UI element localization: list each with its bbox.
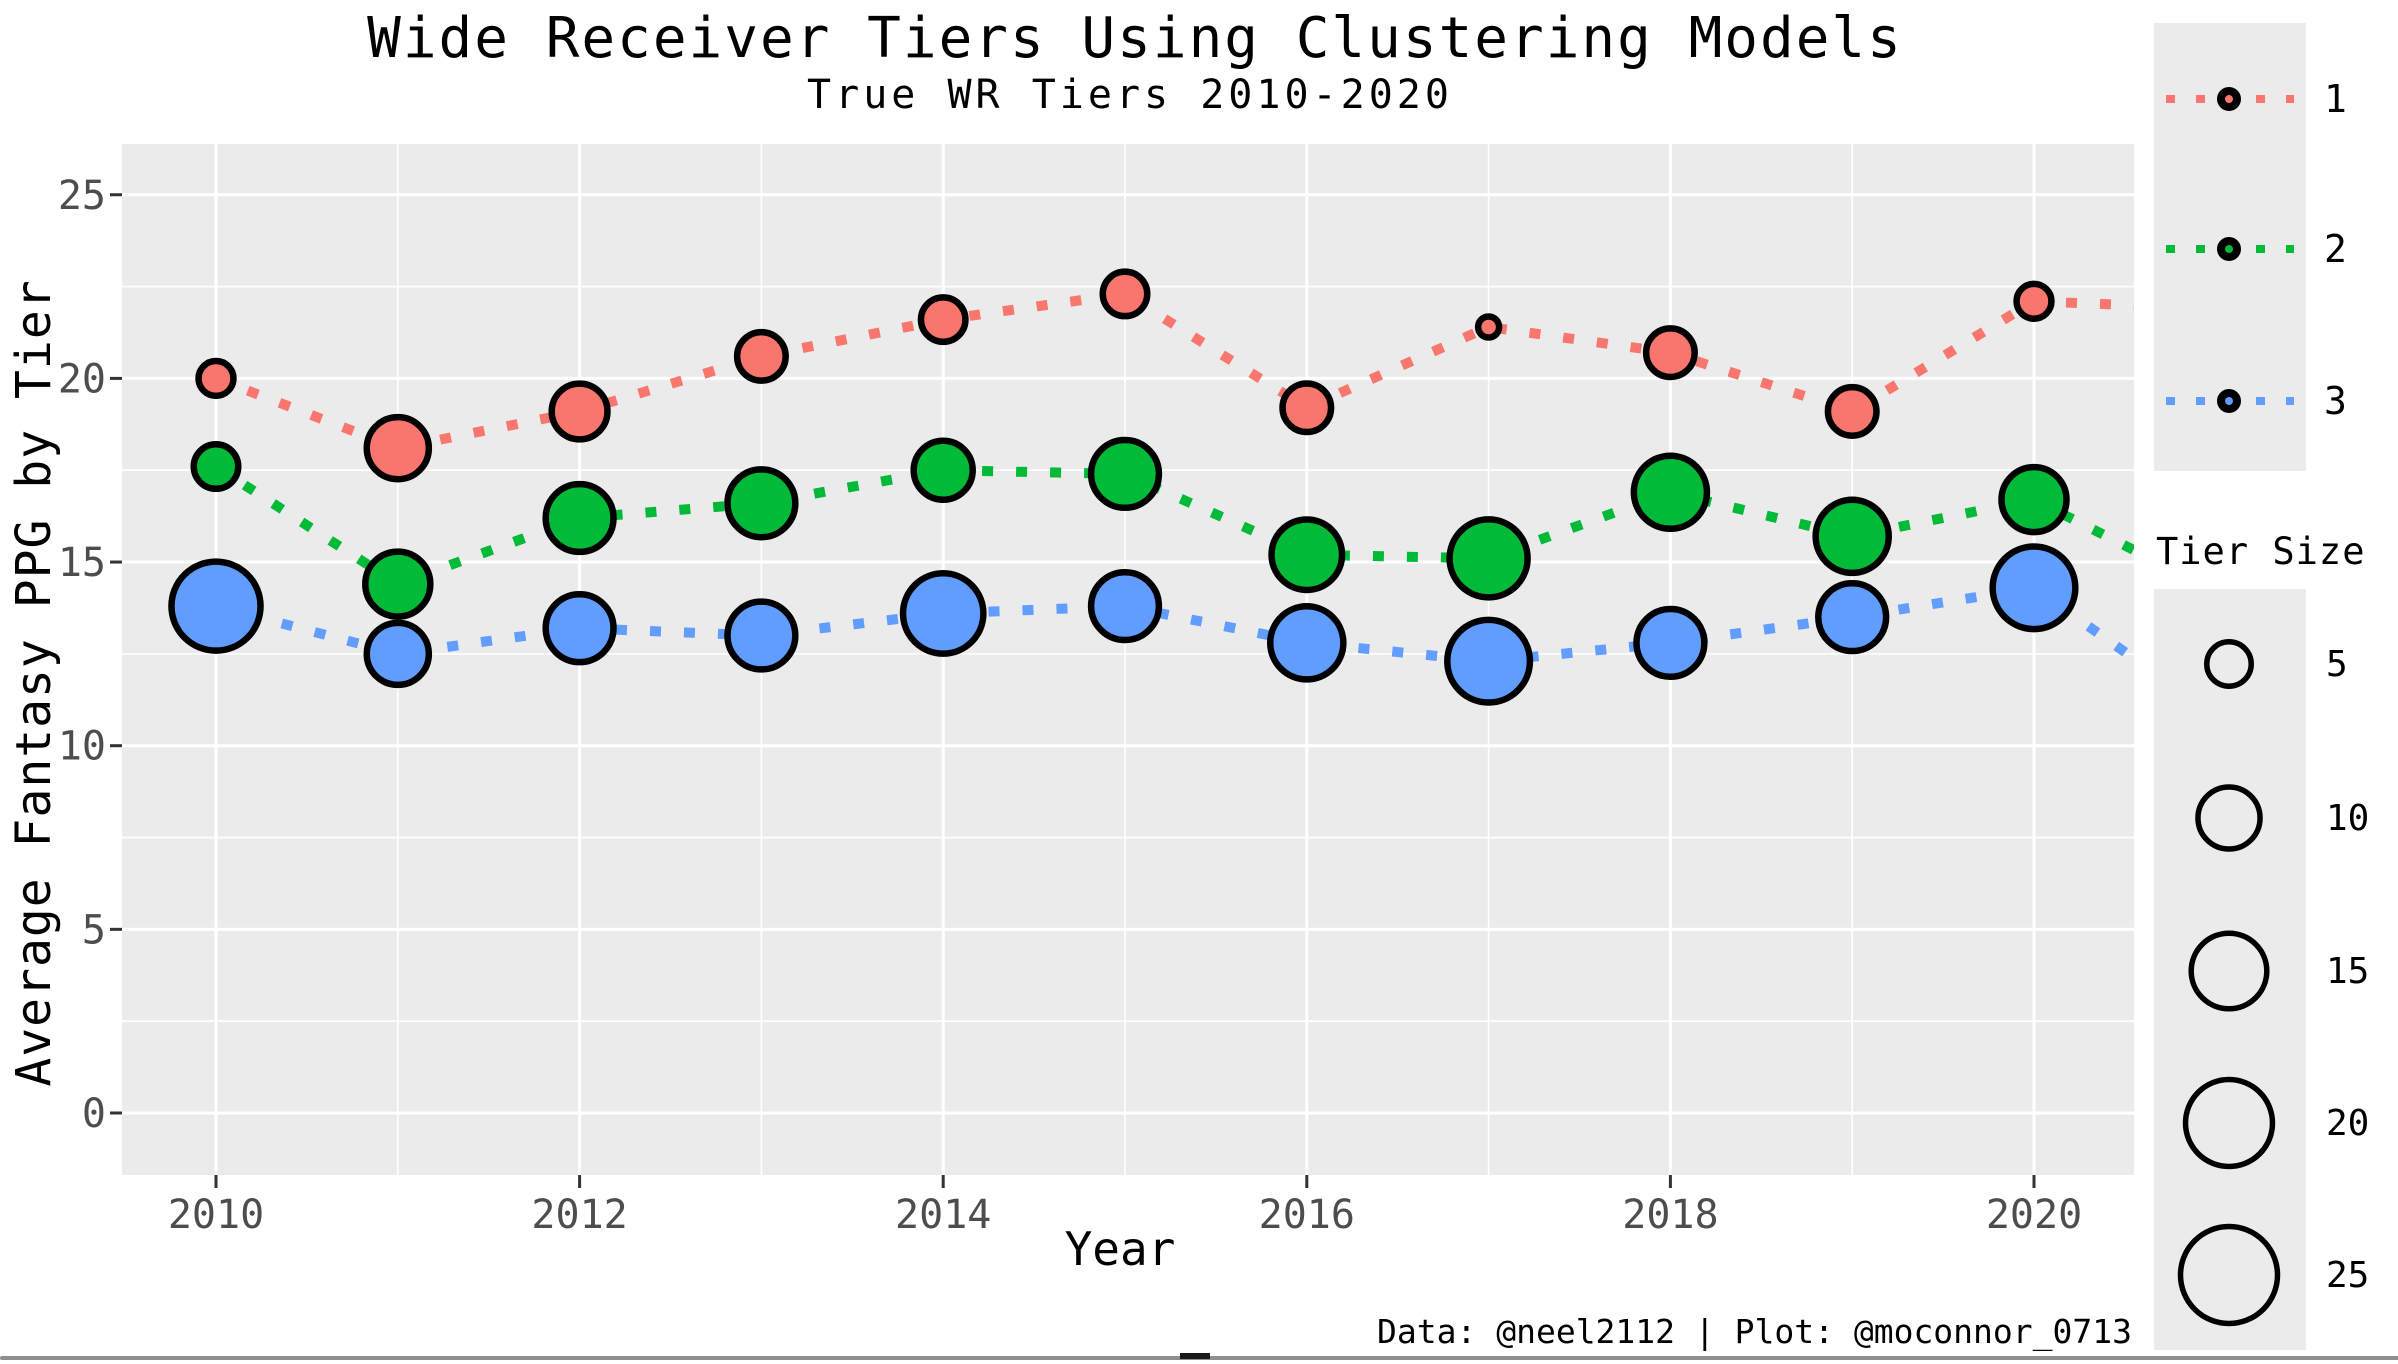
y-tick-label: 15 — [58, 540, 106, 586]
tier-legend-label-2: 2 — [2324, 227, 2347, 271]
y-tick-label: 25 — [58, 173, 106, 219]
size-legend-label-5: 5 — [2326, 644, 2348, 685]
bubble-tier1-2015 — [1099, 268, 1151, 320]
size-legend-circle-25 — [2177, 1223, 2281, 1327]
size-legend-circle-5 — [2204, 639, 2254, 689]
x-tick-label: 2018 — [1622, 1192, 1718, 1238]
size-legend-label-10: 10 — [2326, 798, 2369, 839]
y-tick-label: 5 — [82, 907, 106, 953]
size-legend-circle-20 — [2182, 1076, 2276, 1170]
tier-legend-key-point — [2217, 87, 2241, 111]
tier-legend-label-1: 1 — [2324, 77, 2347, 121]
bubble-tier2-2018 — [1630, 452, 1711, 533]
bubble-tier3-2010 — [168, 558, 264, 654]
tier-legend-key-point — [2217, 389, 2241, 413]
tier-legend-label-3: 3 — [2324, 379, 2347, 423]
bubble-tier2-2014 — [910, 437, 976, 503]
y-tick-label: 20 — [58, 356, 106, 402]
window-bottom-mark — [1180, 1353, 1210, 1359]
x-axis-title: Year — [1064, 1222, 1176, 1276]
bubble-tier1-2019 — [1824, 383, 1880, 439]
size-legend-label-15: 15 — [2326, 951, 2369, 992]
x-tick-label: 2020 — [1986, 1192, 2082, 1238]
bubble-tier1-2016 — [1279, 380, 1335, 436]
size-legend-title: Tier Size — [2156, 530, 2366, 573]
bubble-tier1-2017 — [1474, 313, 1503, 341]
bubble-tier3-2017 — [1444, 616, 1534, 706]
tier-legend-key-point — [2217, 237, 2241, 261]
bubble-tier3-2018 — [1633, 605, 1708, 681]
bubble-tier3-2016 — [1267, 603, 1347, 683]
bubble-tier3-2019 — [1815, 579, 1890, 655]
bubble-tier2-2019 — [1812, 496, 1892, 577]
bubble-tier3-2011 — [363, 619, 433, 689]
bubble-tier2-2013 — [724, 466, 799, 541]
bubble-tier1-2013 — [733, 328, 789, 384]
size-legend-circle-10 — [2195, 784, 2263, 852]
credit-caption: Data: @neel2112 | Plot: @moconnor_0713 — [1377, 1312, 2132, 1351]
bubble-tier3-2014 — [899, 570, 987, 657]
chart-title: Wide Receiver Tiers Using Clustering Mod… — [367, 6, 1903, 71]
size-legend-circle-15 — [2188, 930, 2270, 1012]
y-tick-label: 0 — [82, 1091, 106, 1137]
x-tick-label: 2012 — [531, 1192, 627, 1238]
x-tick-label: 2016 — [1259, 1192, 1355, 1238]
bubble-tier3-2013 — [724, 598, 799, 673]
x-tick-label: 2010 — [168, 1192, 264, 1238]
bubble-tier3-2020 — [1989, 543, 2079, 633]
bubble-tier1-2010 — [195, 357, 237, 400]
bubble-tier1-2012 — [548, 380, 611, 443]
x-tick-label: 2014 — [895, 1192, 991, 1238]
bubble-tier1-2018 — [1642, 325, 1698, 381]
bubble-tier2-2015 — [1087, 436, 1163, 512]
size-legend-box — [2154, 589, 2306, 1350]
size-legend-label-20: 20 — [2326, 1103, 2369, 1144]
bubble-tier2-2011 — [362, 548, 434, 620]
bubble-tier2-2017 — [1446, 516, 1531, 601]
size-legend-label-25: 25 — [2326, 1255, 2369, 1296]
bubble-tier3-2012 — [542, 591, 617, 666]
bubble-tier2-2012 — [542, 480, 617, 556]
bubble-tier1-2011 — [363, 413, 433, 483]
bubble-tier3-2015 — [1087, 568, 1163, 644]
chart-subtitle: True WR Tiers 2010-2020 — [807, 72, 1453, 118]
bubble-tier1-2014 — [917, 294, 969, 346]
y-tick-label: 10 — [58, 724, 106, 770]
bubble-tier2-2020 — [1998, 463, 2070, 536]
bubble-tier1-2020 — [2013, 280, 2055, 322]
bubble-tier2-2016 — [1268, 516, 1346, 594]
bubble-tier2-2010 — [190, 441, 242, 493]
